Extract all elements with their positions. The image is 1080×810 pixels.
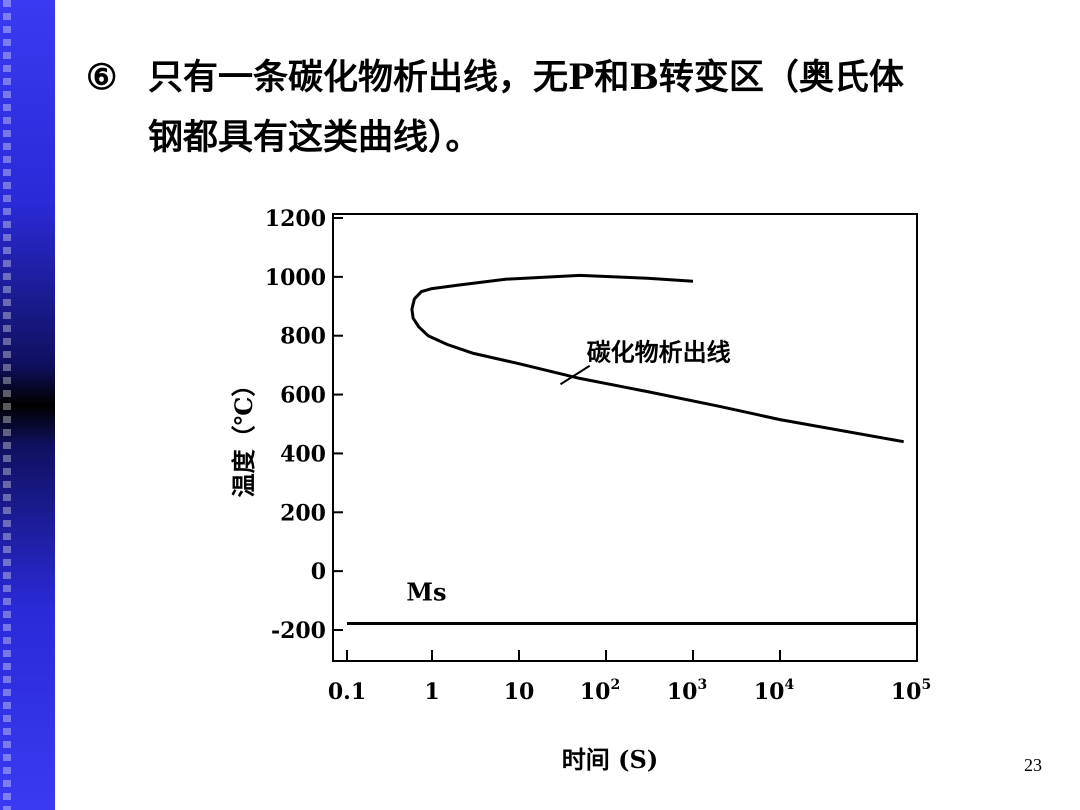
bullet-number: ⑥ <box>86 57 118 98</box>
y-tick-label: 1200 <box>265 206 326 232</box>
x-axis: 0.1 1 10 102 103 104 105 <box>328 650 931 705</box>
series-layer <box>347 273 917 625</box>
y-tick-label: 400 <box>280 441 326 467</box>
x-axis-title: 时间 (S) <box>562 745 658 774</box>
y-axis-title: 温度（℃） <box>229 373 258 498</box>
plot-area-frame <box>332 213 918 662</box>
x-tick-label: 10 <box>504 679 535 705</box>
ms-label: Ms <box>406 578 446 607</box>
annotation-layer: 碳化物析出线 Ms <box>406 338 730 607</box>
x-tick-label: 102 <box>580 677 620 705</box>
x-tick-label: 103 <box>667 677 707 705</box>
y-tick-label: 0 <box>311 559 326 585</box>
y-tick-label: 1000 <box>265 265 326 291</box>
y-tick-label: 800 <box>280 324 326 350</box>
x-tick-label: 1 <box>424 679 439 705</box>
x-tick-label: 0.1 <box>328 679 366 705</box>
carbide-precipitation-line <box>410 273 904 444</box>
annotation-leader-line <box>559 364 591 386</box>
sidebar-squares <box>3 0 11 810</box>
text-line-2: 钢都具有这类曲线）。 <box>148 117 481 158</box>
carbide-line-label: 碳化物析出线 <box>587 338 731 367</box>
slide-text-line-1: ⑥ 只有一条碳化物析出线，无P和B转变区（奥氏体 <box>86 48 1046 108</box>
y-tick-label: -200 <box>271 618 326 644</box>
x-tick-label: 105 <box>891 677 931 705</box>
y-axis: 1200 1000 800 600 400 200 0 -200 <box>265 206 343 644</box>
y-tick-label: 600 <box>280 383 326 409</box>
y-tick-label: 200 <box>280 500 326 526</box>
page-number: 23 <box>1024 755 1042 775</box>
slide-body-text: ⑥ 只有一条碳化物析出线，无P和B转变区（奥氏体 钢都具有这类曲线）。 <box>86 48 1046 168</box>
text-line-1: 只有一条碳化物析出线，无P和B转变区（奥氏体 <box>148 57 904 98</box>
x-tick-label: 104 <box>754 677 795 705</box>
sidebar-decoration <box>0 0 55 810</box>
